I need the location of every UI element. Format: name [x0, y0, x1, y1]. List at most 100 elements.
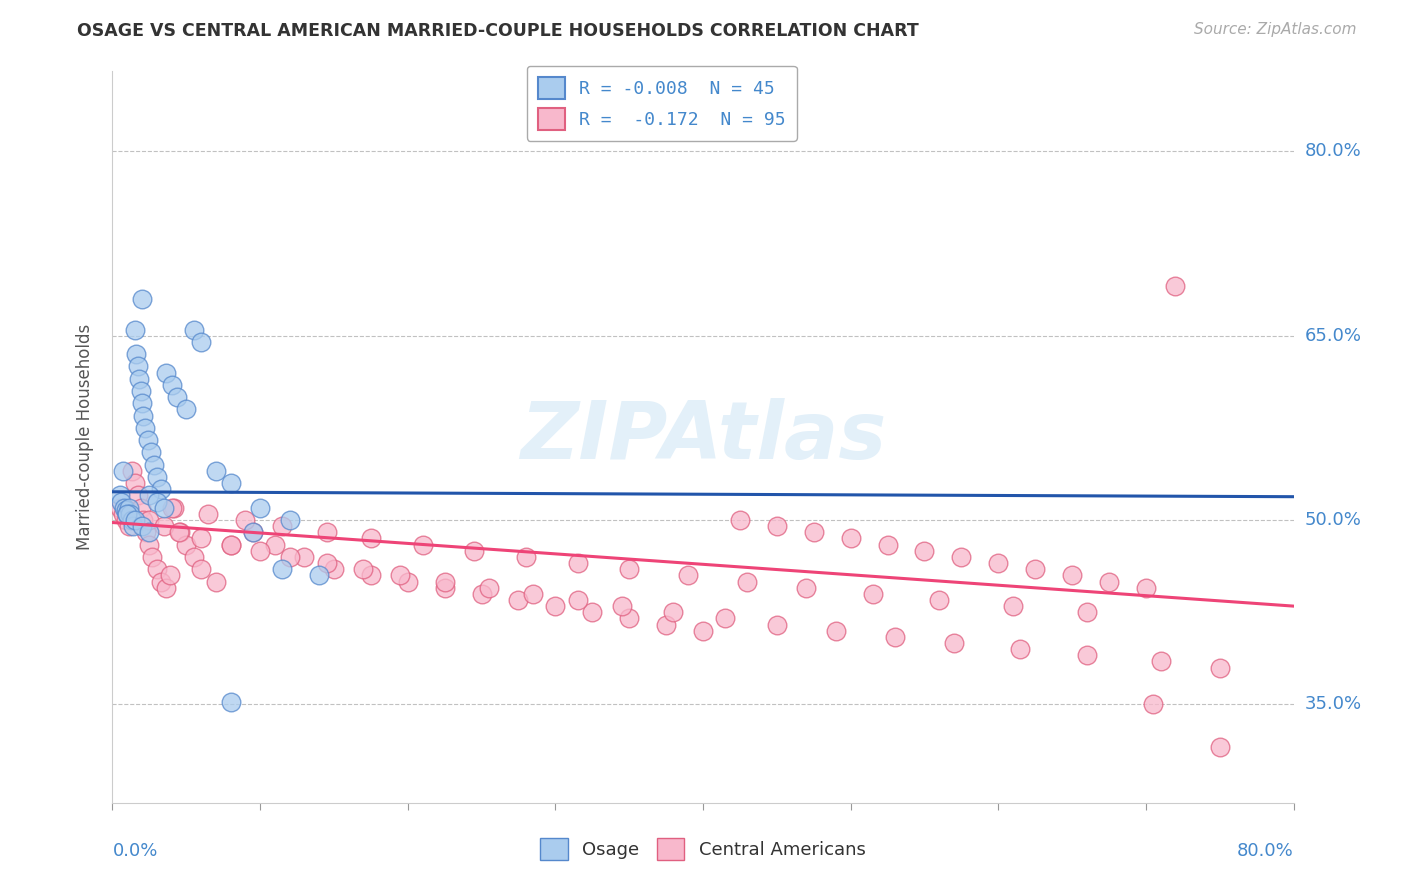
- Text: 65.0%: 65.0%: [1305, 326, 1361, 344]
- Point: [619, 562, 641, 576]
- Point: [121, 513, 143, 527]
- Point: [1076, 605, 1098, 619]
- Point: [155, 366, 177, 380]
- Point: [714, 611, 737, 625]
- Point: [167, 525, 190, 540]
- Point: [190, 334, 212, 349]
- Point: [766, 519, 789, 533]
- Point: [131, 396, 153, 410]
- Point: [1010, 642, 1032, 657]
- Point: [470, 587, 494, 601]
- Text: OSAGE VS CENTRAL AMERICAN MARRIED-COUPLE HOUSEHOLDS CORRELATION CHART: OSAGE VS CENTRAL AMERICAN MARRIED-COUPLE…: [77, 22, 920, 40]
- Point: [138, 538, 160, 552]
- Point: [219, 695, 242, 709]
- Text: 50.0%: 50.0%: [1305, 511, 1361, 529]
- Point: [264, 538, 287, 552]
- Point: [360, 532, 382, 546]
- Point: [114, 503, 136, 517]
- Point: [914, 543, 936, 558]
- Point: [249, 500, 271, 515]
- Point: [655, 617, 678, 632]
- Point: [567, 556, 589, 570]
- Point: [160, 377, 183, 392]
- Point: [139, 445, 162, 459]
- Point: [129, 500, 152, 515]
- Point: [138, 488, 160, 502]
- Point: [581, 605, 603, 619]
- Point: [146, 470, 169, 484]
- Point: [114, 513, 136, 527]
- Point: [150, 574, 173, 589]
- Point: [131, 292, 153, 306]
- Point: [146, 494, 169, 508]
- Point: [737, 574, 759, 589]
- Point: [163, 500, 186, 515]
- Point: [108, 488, 131, 502]
- Point: [136, 433, 159, 447]
- Point: [839, 532, 862, 546]
- Point: [950, 549, 973, 564]
- Point: [138, 513, 160, 527]
- Point: [433, 581, 456, 595]
- Point: [142, 458, 165, 472]
- Point: [1076, 648, 1098, 663]
- Point: [942, 636, 965, 650]
- Point: [132, 409, 155, 423]
- Point: [544, 599, 567, 613]
- Point: [110, 494, 132, 508]
- Point: [132, 513, 155, 527]
- Point: [728, 513, 751, 527]
- Point: [360, 568, 382, 582]
- Point: [515, 549, 537, 564]
- Point: [183, 549, 205, 564]
- Point: [153, 500, 176, 515]
- Point: [174, 402, 197, 417]
- Point: [122, 519, 145, 533]
- Point: [619, 611, 641, 625]
- Point: [389, 568, 412, 582]
- Point: [315, 525, 337, 540]
- Point: [352, 562, 374, 576]
- Point: [766, 617, 789, 632]
- Point: [159, 568, 181, 582]
- Point: [219, 538, 242, 552]
- Point: [125, 347, 148, 361]
- Text: 80.0%: 80.0%: [1305, 142, 1361, 161]
- Point: [478, 581, 501, 595]
- Point: [219, 476, 242, 491]
- Point: [160, 500, 183, 515]
- Point: [692, 624, 714, 638]
- Point: [111, 507, 134, 521]
- Point: [1062, 568, 1084, 582]
- Point: [242, 525, 264, 540]
- Point: [183, 322, 205, 336]
- Point: [610, 599, 633, 613]
- Point: [522, 587, 544, 601]
- Point: [884, 630, 907, 644]
- Point: [155, 581, 177, 595]
- Point: [190, 532, 212, 546]
- Point: [129, 384, 152, 398]
- Point: [124, 322, 146, 336]
- Point: [1142, 698, 1164, 712]
- Point: [233, 513, 256, 527]
- Point: [1208, 660, 1232, 674]
- Point: [862, 587, 884, 601]
- Point: [111, 464, 134, 478]
- Point: [271, 519, 294, 533]
- Point: [190, 562, 212, 576]
- Point: [112, 500, 135, 515]
- Point: [134, 421, 156, 435]
- Point: [124, 476, 146, 491]
- Point: [127, 359, 149, 374]
- Point: [128, 372, 150, 386]
- Point: [127, 488, 149, 502]
- Text: ZIPAtlas: ZIPAtlas: [520, 398, 886, 476]
- Point: [411, 538, 433, 552]
- Point: [169, 525, 191, 540]
- Point: [153, 519, 176, 533]
- Point: [1150, 655, 1173, 669]
- Point: [117, 507, 138, 521]
- Point: [249, 543, 271, 558]
- Point: [117, 507, 138, 521]
